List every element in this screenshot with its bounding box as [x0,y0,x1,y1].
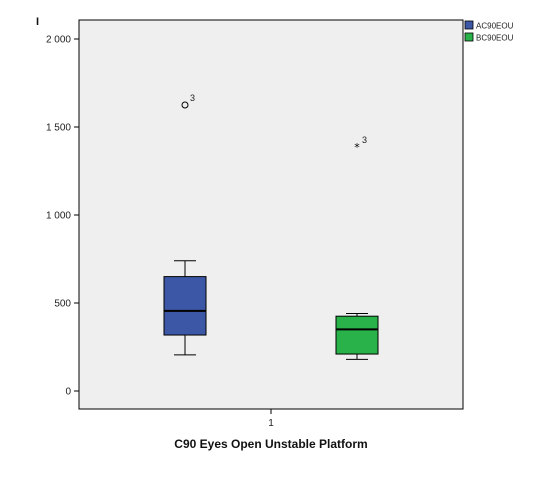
x-axis-title: C90 Eyes Open Unstable Platform [174,437,367,451]
box-group: 3*3 [163,93,379,360]
box-iqr [163,276,207,336]
y-tick-label: 1 000 [46,211,71,222]
box-iqr [335,315,379,355]
legend-swatch [464,20,474,30]
outlier-star: * [354,141,360,154]
legend-swatch [464,32,474,42]
outlier-label: 3 [190,93,195,103]
x-axis: 1 [268,409,274,429]
axis-corner-label: I [36,16,39,28]
plot-area [78,19,464,410]
y-axis: 0 500 1 000 1 500 2 000 [46,35,79,398]
box-bc90eou: *3 [335,135,379,360]
y-tick-label: 1 500 [46,123,71,134]
legend: AC90EOU BC90EOU [464,20,514,43]
y-tick-label: 2 000 [46,35,71,46]
outlier-label: 3 [362,135,367,145]
y-tick-label: 0 [65,387,71,398]
legend-label: BC90EOU [476,34,514,43]
y-tick-label: 500 [54,299,71,310]
outlier-circle [181,101,189,109]
x-tick-label: 1 [268,418,274,429]
legend-label: AC90EOU [476,22,514,31]
box-ac90eou: 3 [163,93,207,356]
